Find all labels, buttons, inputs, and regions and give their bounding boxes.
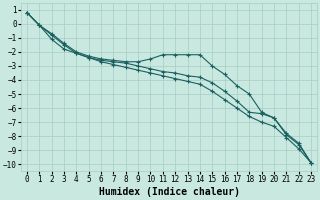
X-axis label: Humidex (Indice chaleur): Humidex (Indice chaleur) — [99, 187, 240, 197]
